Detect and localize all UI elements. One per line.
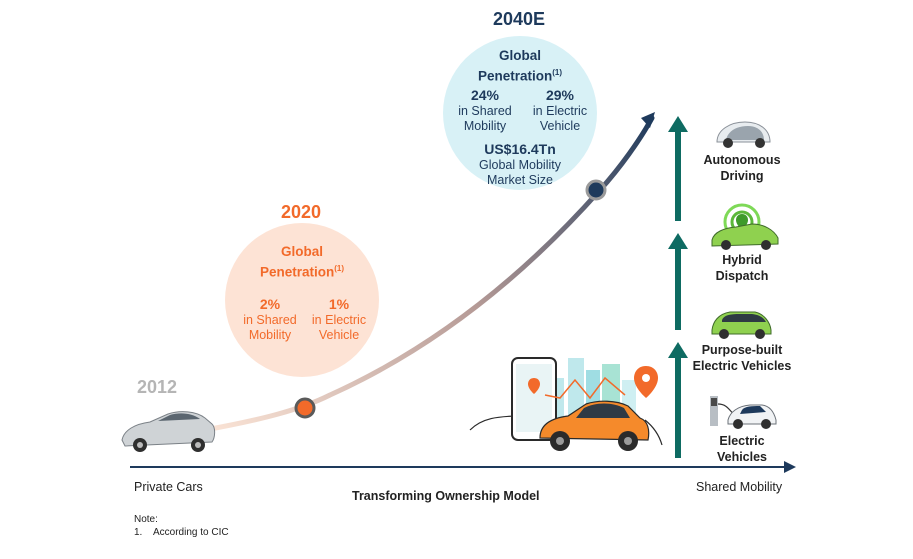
dispatch-car-icon [711, 203, 779, 250]
marker-2040 [585, 179, 607, 201]
stat-2040-electric-line1: in Electric [532, 104, 588, 118]
growth-curve [202, 115, 655, 433]
stat-2020-shared-line2: Mobility [248, 328, 292, 342]
penetration-2020-heading-text: Penetration [259, 264, 335, 280]
stat-2020-shared-line1: in Shared [243, 313, 297, 327]
stage-electric-line1: Electric [719, 434, 765, 448]
stat-2020-electric: 1% in Electric Vehicle [306, 297, 372, 343]
footnote-ref-2040: (1) [552, 68, 563, 77]
note-item: 1. According to CIC [134, 526, 229, 539]
penetration-2040-circle [443, 36, 597, 190]
stat-2040-market-value: US$16.4Tn [484, 141, 556, 157]
penetration-2040-heading-line1: Global [498, 48, 541, 63]
stat-2040-electric-line2: Vehicle [539, 119, 581, 133]
stage-arrows [668, 116, 688, 458]
stage-purpose-built-line2: Electric Vehicles [692, 359, 792, 373]
stat-2020-electric-value: 1% [328, 296, 350, 312]
note-item-number: 1. [134, 527, 143, 538]
stat-2040-shared-line1: in Shared [458, 104, 512, 118]
green-ev-icon [711, 311, 772, 339]
stat-2040-electric: 29% in Electric Vehicle [526, 88, 594, 134]
penetration-2020-heading-line1: Global [280, 244, 323, 259]
charging-ev-icon [710, 396, 777, 429]
stage-autonomous-line1: Autonomous [703, 153, 781, 167]
stage-autonomous-line2: Driving [720, 169, 764, 183]
marker-2020 [294, 397, 316, 419]
axis-right-label: Shared Mobility [696, 480, 783, 494]
stage-hybrid-line2: Dispatch [715, 269, 769, 283]
stage-autonomous-driving: Autonomous Driving [690, 152, 794, 184]
axis-arrowhead [784, 461, 796, 473]
penetration-2040-heading-text: Penetration [477, 68, 553, 84]
stage-hybrid-dispatch: Hybrid Dispatch [690, 252, 794, 284]
penetration-2040-heading: Global Penetration(1) [465, 47, 575, 85]
axis-left-label: Private Cars [134, 480, 203, 494]
stat-2020-electric-line1: in Electric [311, 313, 367, 327]
stat-2040-market-line2: Market Size [487, 173, 553, 187]
stage-electric-line2: Vehicles [716, 450, 768, 464]
autonomous-car-icon [716, 121, 771, 148]
note-title: Note: [134, 514, 158, 525]
penetration-2020-heading: Global Penetration(1) [247, 243, 357, 281]
shared-mobility-scene [469, 357, 663, 451]
stat-2040-electric-value: 29% [545, 87, 575, 103]
note-item-text: According to CIC [153, 527, 229, 538]
stage-purpose-built-ev: Purpose-built Electric Vehicles [683, 342, 801, 374]
year-2012-label: 2012 [137, 377, 178, 397]
stat-2020-shared: 2% in Shared Mobility [238, 297, 302, 343]
stage-hybrid-line1: Hybrid [722, 253, 762, 267]
stat-2020-electric-line2: Vehicle [318, 328, 360, 342]
stage-electric-vehicles: Electric Vehicles [690, 433, 794, 465]
year-2040-label: 2040E [493, 9, 546, 29]
stat-2040-shared: 24% in Shared Mobility [452, 88, 518, 134]
stat-2040-market: US$16.4Tn Global Mobility Market Size [465, 142, 575, 188]
stage-purpose-built-line1: Purpose-built [701, 343, 783, 357]
penetration-2040-heading-line2: Penetration(1) [465, 64, 575, 85]
stat-2040-market-line1: Global Mobility [479, 158, 561, 172]
note: Note: 1. According to CIC [134, 513, 229, 539]
stat-2020-shared-value: 2% [259, 296, 281, 312]
stat-2040-shared-value: 24% [470, 87, 500, 103]
year-2020-label: 2020 [281, 202, 322, 222]
growth-curve-arrowhead [641, 112, 655, 128]
stat-2040-shared-line2: Mobility [463, 119, 507, 133]
axis-center-label: Transforming Ownership Model [352, 489, 540, 503]
private-car-icon [121, 411, 216, 452]
penetration-2020-circle [225, 223, 379, 377]
penetration-2020-heading-line2: Penetration(1) [247, 260, 357, 281]
footnote-ref-2020: (1) [334, 264, 345, 273]
